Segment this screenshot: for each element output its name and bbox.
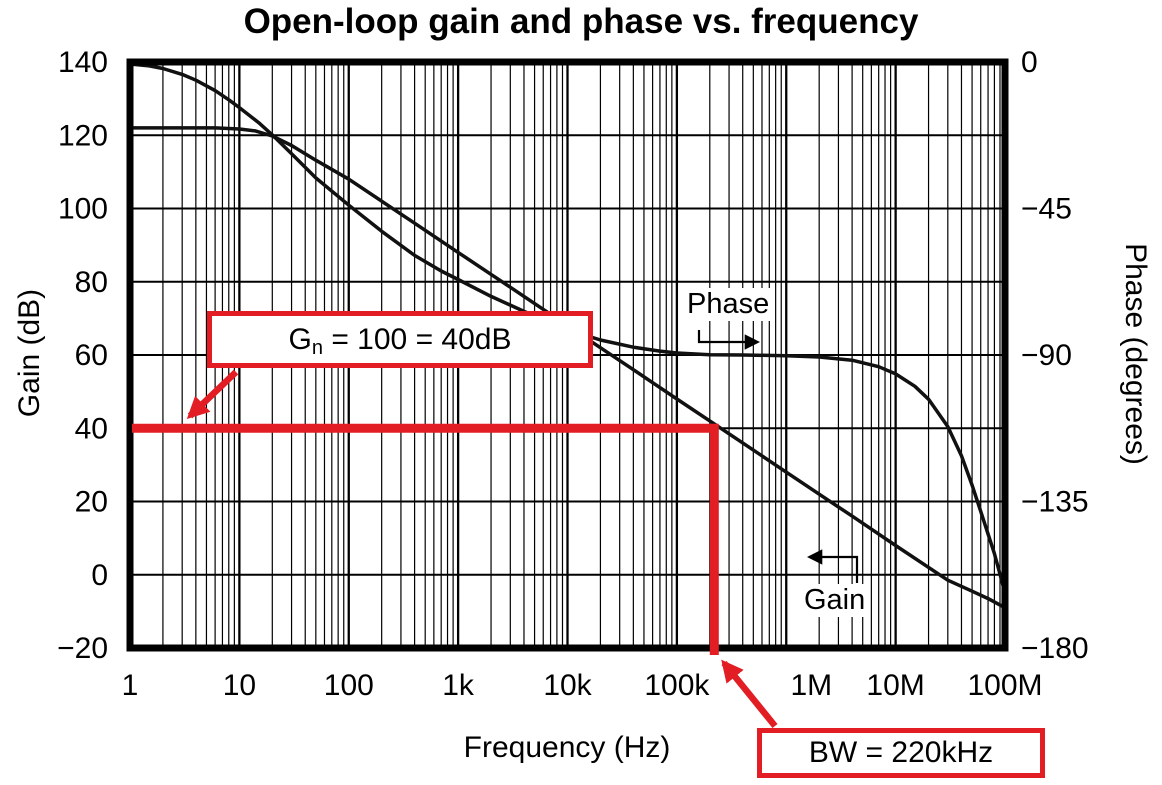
gn-text: Gn = 100 = 40dB [288, 322, 512, 359]
y-left-tick-label: 0 [91, 559, 108, 592]
x-tick-label: 100M [967, 669, 1042, 702]
y-right-tick-label: −90 [1021, 339, 1072, 372]
bw-callout-arrow-icon [721, 659, 778, 729]
gain-label-arrow-icon [806, 549, 859, 583]
x-tick-label: 100k [644, 669, 710, 702]
plot-frame [126, 58, 1009, 652]
y-left-tick-label: −20 [57, 632, 108, 665]
y-axis-label-gain: Gain (dB) [13, 288, 46, 418]
bandwidth-callout: BW = 220kHz [757, 728, 1045, 778]
noise-gain-callout: Gn = 100 = 40dB [207, 311, 593, 368]
y-left-tick-label: 80 [75, 266, 108, 299]
x-tick-label: 100 [324, 669, 374, 702]
gn-rest: = 100 = 40dB [322, 322, 512, 356]
gn-subscript: n [311, 336, 323, 359]
y-axis-label-phase: Phase (degrees) [1119, 243, 1152, 465]
y-left-tick-label: 140 [58, 46, 108, 79]
gn-callout-arrow-icon [186, 369, 239, 420]
y-right-tick-label: −180 [1021, 632, 1089, 665]
gn-prefix: G [288, 322, 312, 356]
gain-curve-label: Gain [799, 584, 871, 617]
y-left-tick-label: 20 [75, 486, 108, 519]
y-left-tick-label: 100 [58, 193, 108, 226]
y-right-tick-label: −45 [1021, 193, 1072, 226]
y-right-tick-label: −135 [1021, 486, 1089, 519]
x-tick-label: 1M [790, 669, 832, 702]
x-axis-label: Frequency (Hz) [463, 731, 671, 764]
x-tick-label: 1 [122, 669, 139, 702]
noise-gain-bandwidth-reference-line [132, 423, 719, 655]
y-left-tick-label: 40 [75, 412, 108, 445]
x-tick-label: 10k [543, 669, 592, 702]
phase-label-arrow-icon [697, 330, 761, 350]
y-left-tick-label: 120 [58, 119, 108, 152]
y-left-tick-label: 60 [75, 339, 108, 372]
x-tick-label: 10 [223, 669, 256, 702]
y-right-tick-label: 0 [1021, 46, 1038, 79]
phase-curve-label: Phase [682, 288, 775, 321]
x-tick-label: 1k [442, 669, 475, 702]
x-tick-label: 10M [866, 669, 924, 702]
bw-text: BW = 220kHz [808, 736, 994, 769]
chart-title: Open-loop gain and phase vs. frequency [243, 2, 919, 41]
